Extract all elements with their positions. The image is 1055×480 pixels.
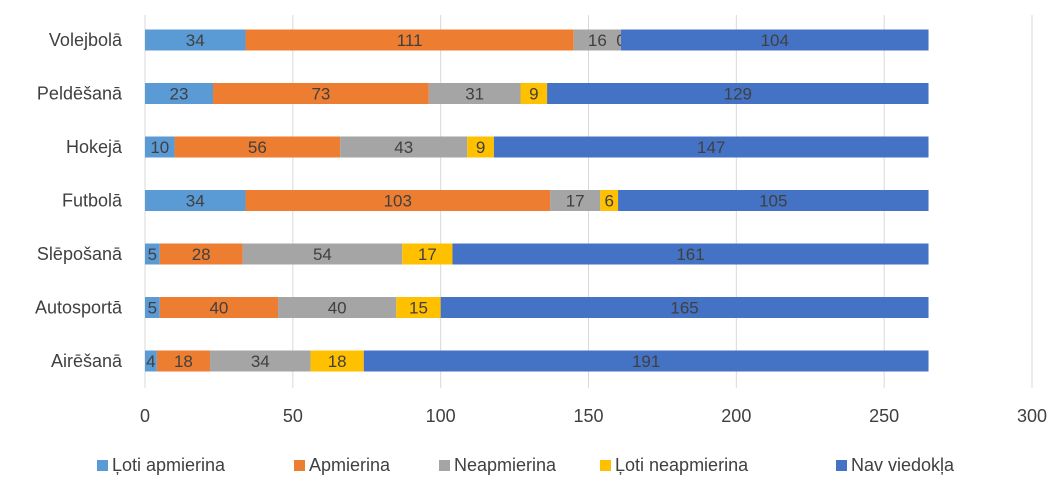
bar-segment [340, 136, 468, 158]
legend-swatch [439, 460, 450, 471]
legend-entry-label: Neapmierina [454, 455, 557, 475]
x-tick-label: 150 [573, 406, 603, 426]
data-label: 191 [632, 352, 660, 371]
category-label: Slēpošanā [37, 244, 123, 264]
bar-segment [145, 350, 157, 372]
bar-segment [520, 83, 548, 104]
bar-segment [618, 190, 929, 211]
data-label: 5 [148, 245, 157, 264]
data-label: 10 [150, 138, 169, 157]
data-label: 9 [476, 138, 485, 157]
category-label: Autosportā [35, 298, 123, 318]
legend-entry-label: Apmierina [309, 455, 391, 475]
data-label: 56 [248, 138, 267, 157]
bar-segment [440, 297, 929, 318]
bar-segment [467, 136, 494, 158]
data-label: 103 [384, 192, 412, 211]
legend-swatch [97, 460, 108, 471]
x-tick-label: 200 [721, 406, 751, 426]
bar-segment [145, 136, 175, 158]
data-label: 43 [394, 138, 413, 157]
bar-segment [145, 83, 214, 104]
bar-segment [145, 243, 160, 265]
bar-segment [278, 297, 397, 318]
category-label: Peldēšanā [37, 84, 123, 104]
legend-swatch [836, 460, 847, 471]
data-label: 23 [170, 85, 189, 104]
x-tick-label: 300 [1017, 406, 1047, 426]
category-labels: Volejbolā Peldēšanā Hokejā Futbolā Slēpošanā… [35, 30, 123, 371]
data-label: 34 [186, 31, 205, 50]
data-label: 73 [311, 85, 330, 104]
data-label: 6 [604, 192, 613, 211]
data-label: 18 [328, 352, 347, 371]
bar-segment [621, 29, 929, 51]
bar-segment [550, 190, 601, 211]
x-tick-label: 50 [283, 406, 303, 426]
data-label: 147 [697, 138, 725, 157]
data-label: 40 [328, 299, 347, 318]
bar-segment [428, 83, 521, 104]
bar-segment [145, 297, 160, 318]
category-label: Airēšanā [51, 351, 123, 371]
legend-entry-label: Nav viedokļa [851, 455, 955, 475]
data-label: 17 [566, 192, 585, 211]
legend-swatch [294, 460, 305, 471]
bar-segment [363, 350, 929, 372]
legend: Ļoti apmierina Apmierina Neapmierina Ļoti n… [97, 455, 955, 475]
bar-segment [156, 350, 211, 372]
bar-segment [213, 83, 429, 104]
data-label: 111 [397, 31, 423, 50]
legend-entry-label: Ļoti apmierina [112, 455, 226, 475]
category-label: Volejbolā [49, 30, 123, 50]
data-label: 54 [313, 245, 332, 264]
bar-segment [396, 297, 441, 318]
bar-segment [310, 350, 364, 372]
x-tick-label: 100 [426, 406, 456, 426]
data-label: 34 [251, 352, 270, 371]
bar-segment [145, 29, 246, 51]
bar-segment [174, 136, 341, 158]
data-label: 129 [724, 85, 752, 104]
data-label: 31 [465, 85, 484, 104]
bar-segment [573, 29, 622, 51]
bar-segment [245, 190, 551, 211]
legend-swatch [600, 460, 611, 471]
data-label: 105 [759, 192, 787, 211]
bar-segment [600, 190, 619, 211]
bar-segment [245, 29, 574, 51]
legend-entry-label: Ļoti neapmierina [615, 455, 749, 475]
bar-segment [159, 243, 243, 265]
data-label: 34 [186, 192, 205, 211]
x-axis-tick-labels: 0 50 100 150 200 250 300 [140, 406, 1047, 426]
bar-segment [210, 350, 311, 372]
data-label: 15 [409, 299, 428, 318]
data-label: 40 [209, 299, 228, 318]
bar-segment [452, 243, 929, 265]
bar-segment [547, 83, 929, 104]
bar-segment [242, 243, 403, 265]
bars: 3411116010423733191291056439147341031761… [145, 29, 929, 372]
data-label: 165 [670, 299, 698, 318]
data-label: 18 [174, 352, 193, 371]
data-label: 17 [418, 245, 437, 264]
data-label: 16 [588, 31, 607, 50]
bar-segment [493, 136, 929, 158]
data-label: 9 [529, 85, 538, 104]
bar-segment [145, 190, 246, 211]
x-tick-label: 250 [869, 406, 899, 426]
data-label: 104 [761, 31, 789, 50]
category-label: Futbolā [62, 191, 123, 211]
data-label: 28 [192, 245, 211, 264]
bar-segment [402, 243, 453, 265]
data-label: 5 [148, 299, 157, 318]
bar-segment [159, 297, 279, 318]
data-label: 4 [146, 352, 155, 371]
category-label: Hokejā [66, 137, 123, 157]
data-label: 161 [676, 245, 704, 264]
x-tick-label: 0 [140, 406, 150, 426]
